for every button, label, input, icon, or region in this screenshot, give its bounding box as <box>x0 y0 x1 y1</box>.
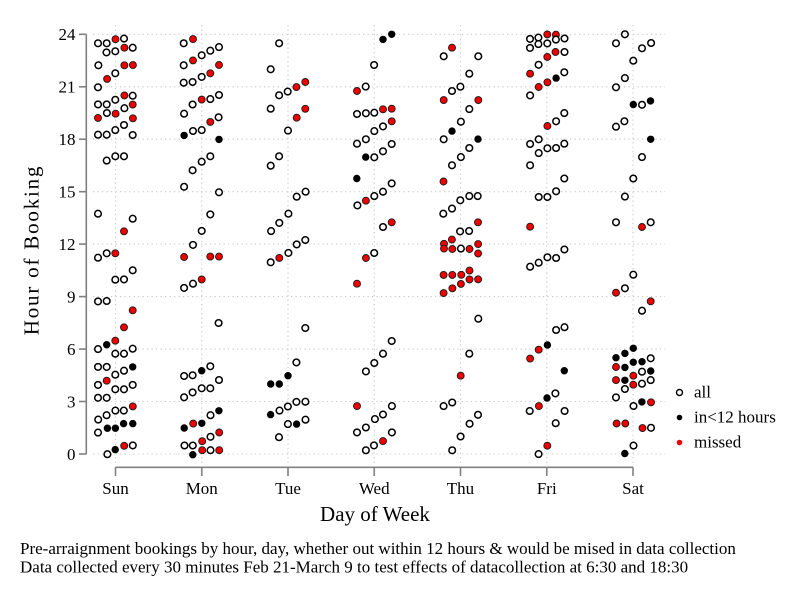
svg-text:Hour of Booking: Hour of Booking <box>20 165 44 336</box>
svg-text:Wed: Wed <box>359 479 390 498</box>
svg-text:24: 24 <box>59 25 77 44</box>
svg-text:12: 12 <box>59 235 76 254</box>
svg-text:9: 9 <box>67 287 76 306</box>
svg-text:18: 18 <box>59 130 76 149</box>
svg-text:Fri: Fri <box>537 479 557 498</box>
svg-text:in<12 hours: in<12 hours <box>694 408 776 427</box>
svg-text:Day of Week: Day of Week <box>320 502 430 526</box>
svg-text:3: 3 <box>67 392 76 411</box>
svg-text:Sun: Sun <box>102 479 129 498</box>
svg-text:Mon: Mon <box>186 479 219 498</box>
svg-text:Pre-arraignment bookings by ho: Pre-arraignment bookings by hour, day, w… <box>20 539 736 558</box>
svg-text:0: 0 <box>67 445 76 464</box>
svg-text:21: 21 <box>59 78 76 97</box>
svg-text:6: 6 <box>67 340 76 359</box>
svg-text:missed: missed <box>694 433 742 452</box>
svg-text:Sat: Sat <box>622 479 644 498</box>
svg-text:Tue: Tue <box>275 479 301 498</box>
svg-text:Data collected every 30 minute: Data collected every 30 minutes Feb 21-M… <box>20 558 688 577</box>
svg-text:15: 15 <box>59 183 76 202</box>
svg-text:all: all <box>694 383 711 402</box>
svg-text:Thu: Thu <box>447 479 475 498</box>
